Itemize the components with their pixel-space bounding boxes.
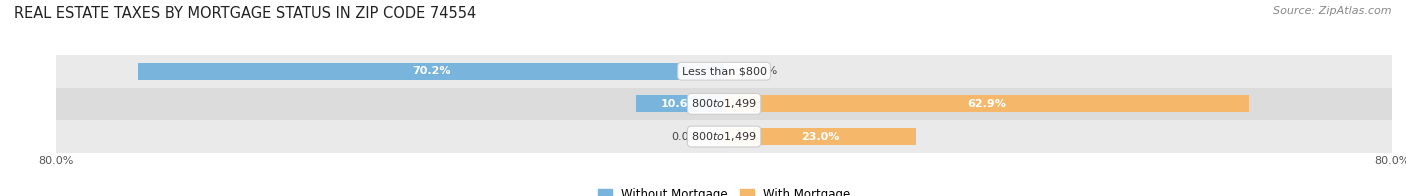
Text: Source: ZipAtlas.com: Source: ZipAtlas.com [1274,6,1392,16]
Bar [724,95,1249,112]
Bar [56,88,1392,120]
Bar [636,95,724,112]
Text: 62.9%: 62.9% [967,99,1007,109]
Text: 0.0%: 0.0% [749,66,778,76]
Bar [138,63,724,80]
Text: 23.0%: 23.0% [801,132,839,142]
Text: 10.6%: 10.6% [661,99,699,109]
Text: 70.2%: 70.2% [412,66,450,76]
Bar [56,120,1392,153]
Legend: Without Mortgage, With Mortgage: Without Mortgage, With Mortgage [598,188,851,196]
Text: 0.0%: 0.0% [671,132,699,142]
Text: REAL ESTATE TAXES BY MORTGAGE STATUS IN ZIP CODE 74554: REAL ESTATE TAXES BY MORTGAGE STATUS IN … [14,6,477,21]
Bar [56,55,1392,88]
Text: Less than $800: Less than $800 [682,66,766,76]
Bar [724,128,917,145]
Text: $800 to $1,499: $800 to $1,499 [692,97,756,110]
Text: $800 to $1,499: $800 to $1,499 [692,130,756,143]
